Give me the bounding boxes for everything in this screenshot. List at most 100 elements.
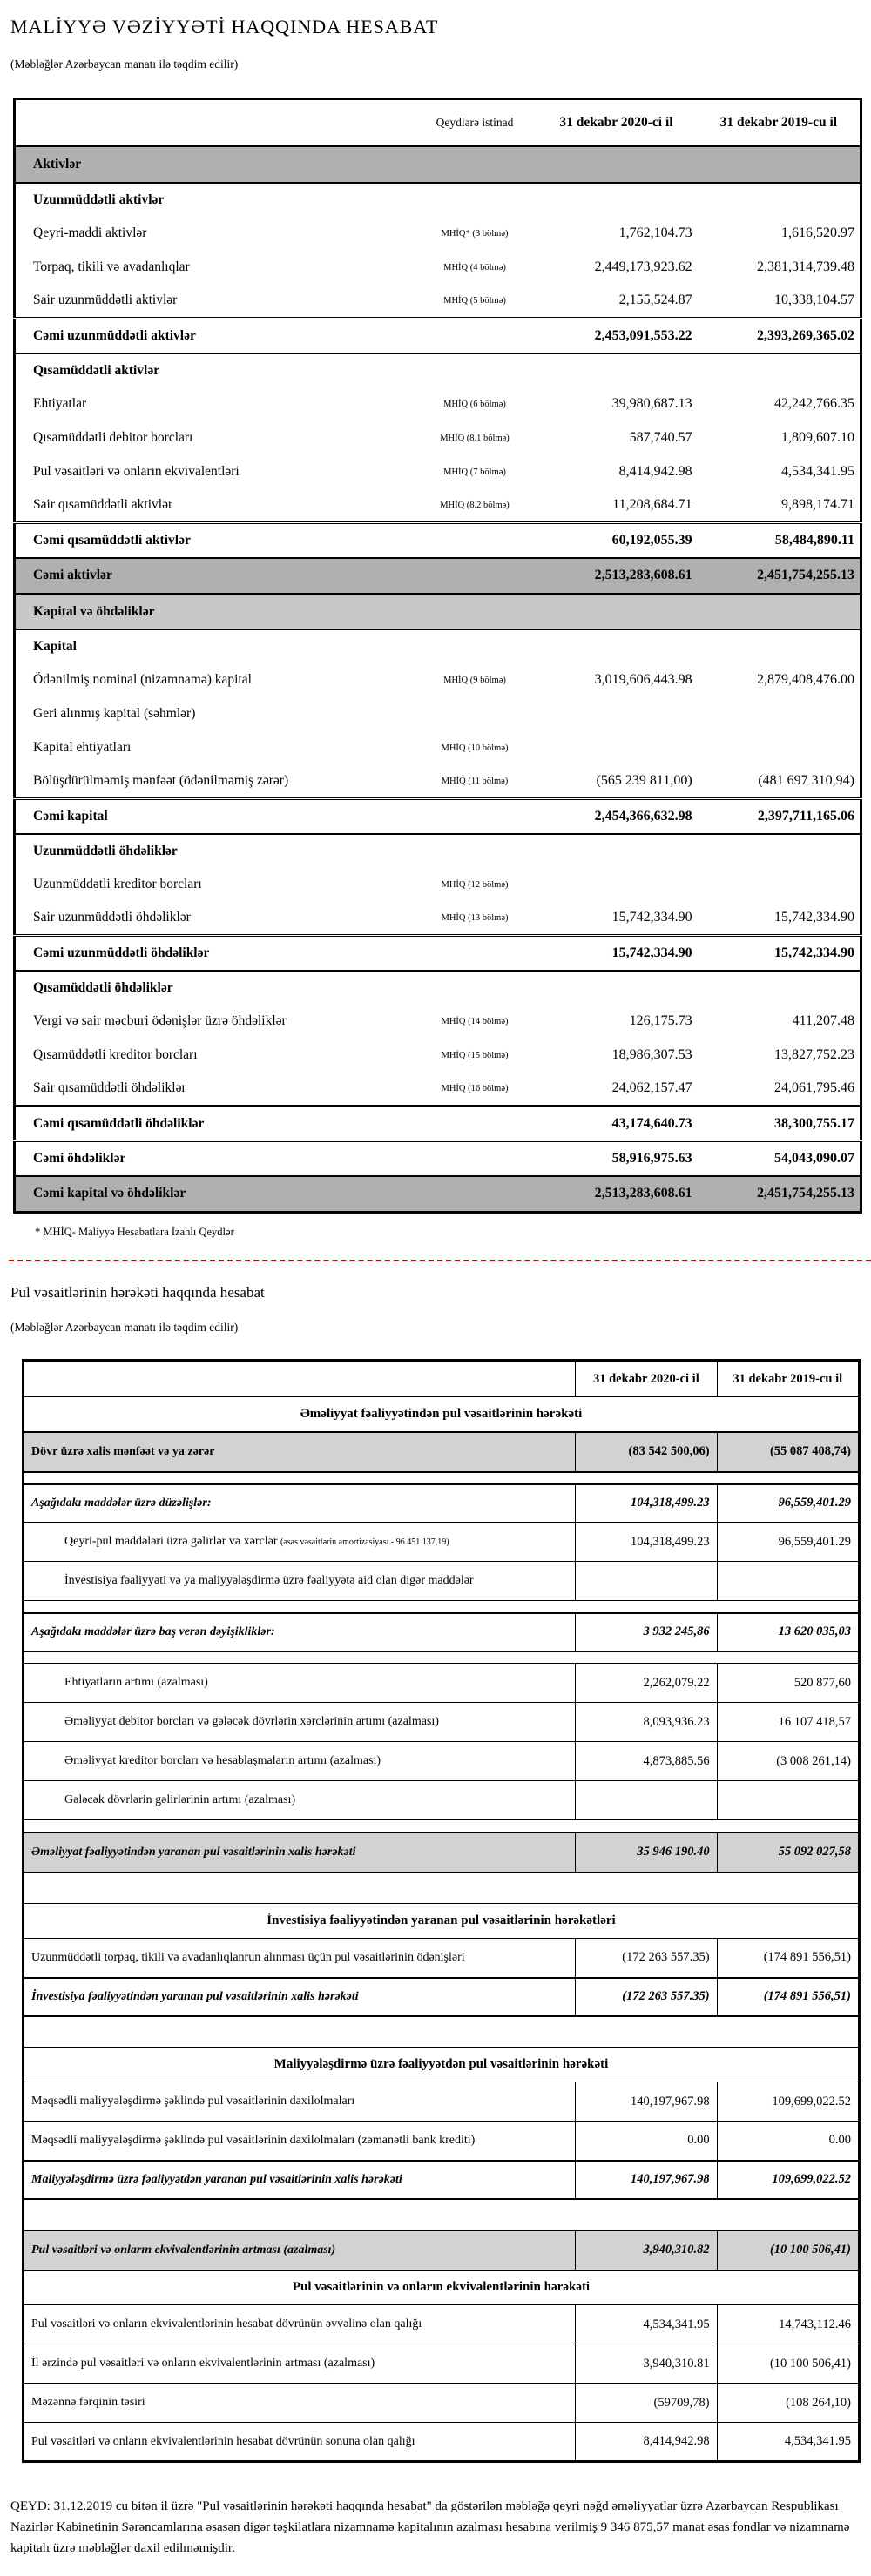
row-note-reference: MHİQ (12 bölmə) (441, 879, 509, 890)
row-label: Qısamüddətli aktivlər (33, 362, 160, 378)
row-value-2020: 2,454,366,632.98 (594, 808, 692, 824)
row-label: Aktivlər (33, 156, 82, 172)
row-value-2019 (716, 1780, 861, 1820)
row-label: Məqsədli maliyyələşdirmə şəklində pul və… (22, 2121, 577, 2161)
table-row (23, 1819, 860, 1833)
cash-flow-title: Pul vəsaitlərinin hərəkəti haqqında hesa… (10, 1284, 265, 1301)
row-value-2019 (698, 868, 861, 902)
row-note-reference (415, 936, 536, 971)
table-row: Ehtiyatlar MHİQ (6 bölmə) 39,980,687.13 42,… (15, 387, 861, 421)
row-value-2020 (535, 868, 697, 902)
table-row: Kapital ehtiyatları MHİQ (10 bölmə) (15, 731, 861, 765)
row-note-reference (415, 1106, 536, 1141)
table-row: Məzənnə fərqinin təsiri (59709,78) (108 26… (22, 2383, 861, 2423)
row-value-2019: 2,397,711,165.06 (757, 808, 854, 824)
qeyd-note: QEYD: 31.12.2019 cu bitən il üzrə "Pul v… (10, 2499, 850, 2555)
row-note-reference (415, 353, 536, 387)
row-label: İl ərzində pul vəsaitləri və onların ekv… (22, 2344, 577, 2384)
row-value-2019: 4,534,341.95 (716, 2422, 861, 2462)
table-row: Əməliyyat debitor borcları və gələcək dö… (22, 1702, 861, 1742)
row-value-2020: 104,318,499.23 (575, 1522, 718, 1562)
table-row (23, 1872, 860, 1904)
table-row: Sair qısamüddətli aktivlər MHİQ (8.2 bölm… (15, 489, 861, 523)
row-label: Qeyri-maddi aktivlər (33, 225, 147, 240)
row-value-2020: 8,414,942.98 (618, 464, 692, 479)
row-label: Qısamüddətli kreditor borcları (33, 1047, 198, 1062)
table-row: Kapital və öhdəliklər (14, 594, 861, 629)
row-value-2019: 520 877,60 (716, 1663, 861, 1703)
row-note-reference: MHİQ (10 bölmə) (441, 743, 509, 753)
row-value-2019: 96,559,401.29 (716, 1522, 861, 1562)
row-value-2019: 58,484,890.11 (774, 532, 854, 548)
row-value-2020 (535, 595, 697, 629)
table-row: Cəmi kapital 2,454,366,632.98 2,397,711,16… (14, 798, 861, 834)
row-label: İnvestisiya fəaliyyətindən yaranan pul v… (22, 1977, 577, 2016)
table-row: Əməliyyat fəaliyyətindən yaranan pul vəs… (22, 1832, 861, 1873)
table-row: Pul vəsaitləri və onların ekvivalentləri… (15, 455, 861, 489)
row-note-reference: MHİQ (16 bölmə) (441, 1083, 509, 1093)
row-value-2020: 126,175.73 (629, 1013, 692, 1028)
row-label: Aşağıdakı maddələr üzrə düzəlişlər: (22, 1483, 577, 1523)
row-label: Vergi və sair məcburi ödənişlər üzrə öhd… (33, 1013, 287, 1028)
row-value-2019 (698, 146, 861, 183)
row-value-2019: 109,699,022.52 (716, 2160, 861, 2199)
row-note-reference: MHİQ (11 bölmə) (441, 776, 509, 786)
row-value-2020: 39,980,687.13 (611, 396, 692, 411)
section-heading: Əməliyyat fəaliyyətindən pul vəsaitlərin… (23, 1396, 860, 1432)
row-value-2019 (698, 183, 861, 217)
row-label: Cəmi qısamüddətli aktivlər (33, 532, 191, 548)
row-label: Cəmi kapital və öhdəliklər (33, 1186, 186, 1201)
row-value-2019 (698, 731, 861, 765)
row-label: Uzunmüddətli torpaq, tikili və avadanlıq… (22, 1938, 577, 1978)
row-label: Uzunmüddətli kreditor borcları (33, 877, 202, 891)
row-value-2020: 3,019,606,443.98 (594, 672, 692, 687)
table-row: Cəmi uzunmüddətli öhdəliklər 15,742,334.9… (14, 935, 861, 971)
table-row: Bölüşdürülməmiş mənfəət (ödənilməmiş zər… (15, 765, 861, 799)
row-label: Pul vəsaitləri və onların ekvivalentləri… (22, 2422, 577, 2462)
row-note-reference (415, 629, 536, 663)
row-value-2020: 4,534,341.95 (575, 2304, 718, 2344)
table-row: Pul vəsaitləri və onların ekvivalentləri… (22, 2304, 861, 2344)
table-row (23, 1600, 860, 1613)
row-value-2020: 140,197,967.98 (575, 2160, 718, 2199)
row-value-2019 (698, 697, 861, 731)
table-row (23, 2015, 860, 2048)
spacer-cell (23, 1651, 860, 1664)
row-note-reference: MHİQ (6 bölmə) (443, 399, 506, 409)
spacer-cell (23, 1872, 860, 1904)
row-label: Sair uzunmüddətli aktivlər (33, 293, 178, 308)
row-value-2020 (535, 834, 697, 868)
row-value-2020: 43,174,640.73 (611, 1115, 692, 1131)
table-row: Qısamüddətli öhdəliklər (15, 971, 861, 1005)
row-label: Uzunmüddətli aktivlər (33, 192, 165, 207)
row-value-2019: 42,242,766.35 (774, 396, 854, 411)
table-row: Əməliyyat fəaliyyətindən pul vəsaitlərin… (23, 1396, 860, 1432)
table-row: Maliyyələşdirmə üzrə fəaliyyətdən pul və… (23, 2047, 860, 2082)
table-row: Kapital (15, 629, 861, 663)
row-label: Cəmi kapital (33, 808, 108, 824)
table-row: Cəmi aktivlər 2,513,283,608.61 2,451,754,2… (14, 557, 861, 595)
row-note-reference: MHİQ (4 bölmə) (443, 262, 506, 272)
row-note-reference: MHİQ (8.1 bölmə) (440, 433, 510, 443)
row-label: Əməliyyat debitor borcları və gələcək dö… (22, 1702, 577, 1742)
row-value-2020: (59709,78) (575, 2383, 718, 2423)
table-row: Cəmi qısamüddətli öhdəliklər 43,174,640.7… (14, 1106, 861, 1141)
row-value-2019: (3 008 261,14) (716, 1741, 861, 1781)
row-value-2020: 2,513,283,608.61 (594, 1186, 692, 1201)
row-note-reference (415, 183, 536, 217)
row-value-2020: 2,449,173,923.62 (594, 259, 692, 274)
row-value-2019 (698, 834, 861, 868)
table-row: İnvestisiya fəaliyyətindən yaranan pul v… (22, 1977, 861, 2016)
row-label: Qısamüddətli debitor borcları (33, 430, 193, 445)
table-row: Uzunmüddətli öhdəliklər (15, 834, 861, 868)
table-row: Qısamüddətli debitor borcları MHİQ (8.1 b… (15, 421, 861, 455)
row-value-2020: (172 263 557.35) (575, 1977, 718, 2016)
row-label: Ödənilmiş nominal (nizamnamə) kapital (33, 672, 252, 687)
section-heading: Pul vəsaitlərinin və onların ekvivalentl… (23, 2270, 860, 2305)
row-label: Kapital və öhdəliklər (33, 603, 155, 619)
table-row: Aşağıdakı maddələr üzrə baş verən dəyişi… (22, 1612, 861, 1651)
row-value-2020 (535, 629, 697, 663)
row-value-2020: (565 239 811,00) (596, 773, 692, 789)
row-label: Cəmi uzunmüddətli öhdəliklər (33, 945, 210, 960)
